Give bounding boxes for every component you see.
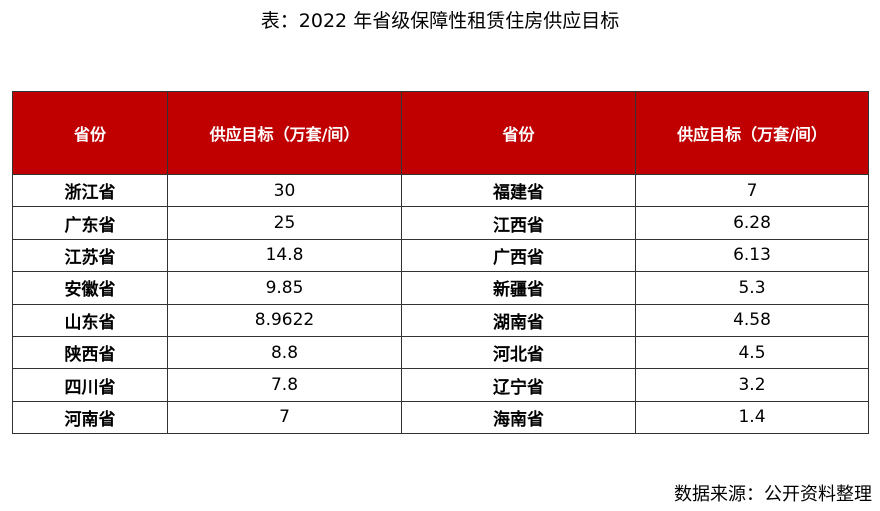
header-cell: 供应目标（万套/间）	[635, 91, 869, 175]
province-cell: 山东省	[12, 303, 168, 337]
province-cell: 福建省	[401, 173, 636, 208]
target-cell: 8.9622	[167, 303, 402, 337]
province-cell: 浙江省	[12, 173, 168, 208]
target-cell: 7	[167, 400, 402, 435]
province-cell: 湖南省	[401, 303, 636, 337]
province-cell: 辽宁省	[401, 368, 636, 402]
target-cell: 7	[635, 173, 869, 208]
table-row: 陕西省 8.8 河北省 4.5	[12, 335, 869, 370]
target-cell: 3.2	[635, 368, 869, 402]
province-cell: 广东省	[12, 206, 168, 240]
table-row: 河南省 7 海南省 1.4	[12, 400, 869, 435]
province-cell: 江苏省	[12, 238, 168, 273]
target-cell: 4.58	[635, 303, 869, 337]
target-cell: 14.8	[167, 238, 402, 273]
target-cell: 9.85	[167, 271, 402, 305]
target-cell: 30	[167, 173, 402, 208]
table-row: 四川省 7.8 辽宁省 3.2	[12, 368, 869, 402]
header-cell: 供应目标（万套/间）	[167, 91, 402, 175]
province-cell: 江西省	[401, 206, 636, 240]
table-row: 浙江省 30 福建省 7	[12, 173, 869, 208]
target-cell: 6.28	[635, 206, 869, 240]
province-cell: 河北省	[401, 335, 636, 370]
target-cell: 8.8	[167, 335, 402, 370]
province-cell: 海南省	[401, 400, 636, 435]
province-cell: 广西省	[401, 238, 636, 273]
province-cell: 陕西省	[12, 335, 168, 370]
target-cell: 5.3	[635, 271, 869, 305]
province-cell: 河南省	[12, 400, 168, 435]
target-cell: 7.8	[167, 368, 402, 402]
title: 表：2022 年省级保障性租赁住房供应目标	[260, 10, 620, 32]
table-row: 山东省 8.9622 湖南省 4.58	[12, 303, 869, 337]
target-cell: 1.4	[635, 400, 869, 435]
table-row: 江苏省 14.8 广西省 6.13	[12, 238, 869, 273]
target-cell: 6.13	[635, 238, 869, 273]
header-cell: 省份	[401, 91, 636, 175]
header-cell: 省份	[12, 91, 168, 175]
table-row: 安徽省 9.85 新疆省 5.3	[12, 271, 869, 305]
table-row: 广东省 25 江西省 6.28	[12, 206, 869, 240]
province-cell: 四川省	[12, 368, 168, 402]
target-cell: 4.5	[635, 335, 869, 370]
target-cell: 25	[167, 206, 402, 240]
table: 省份 供应目标（万套/间） 省份 供应目标（万套/间） 浙江省 30 福建省 7 广东省 25 江…	[12, 91, 869, 435]
province-cell: 安徽省	[12, 271, 168, 305]
header-row: 省份 供应目标（万套/间） 省份 供应目标（万套/间）	[12, 91, 869, 175]
province-cell: 新疆省	[401, 271, 636, 305]
table-body: 浙江省 30 福建省 7 广东省 25 江西省 6.28 江苏省 14.8 广西省 6.13 安徽省 9.…	[12, 173, 869, 435]
source-note: 数据来源：公开资料整理	[674, 484, 872, 505]
